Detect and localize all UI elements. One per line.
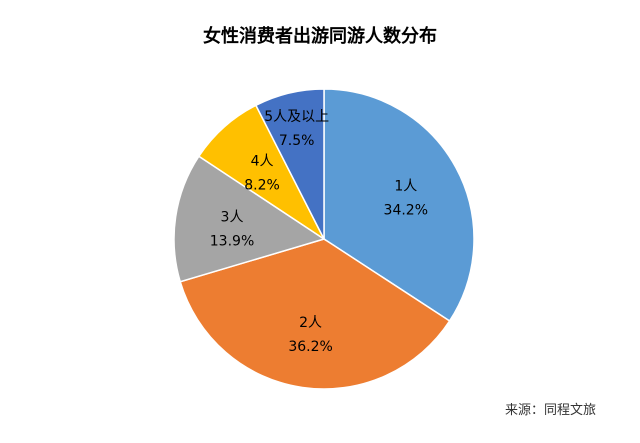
pie-slices [173, 88, 475, 390]
slice-value-label-4: 8.2% [244, 178, 280, 194]
slice-value-label-5: 7.5% [279, 133, 315, 149]
slice-category-label-2: 2人 [299, 315, 322, 331]
slice-category-label-3: 3人 [221, 209, 244, 225]
slice-category-label-5: 5人及以上 [264, 109, 329, 125]
slice-labels: 1人 34.2% 2人 36.2% 3人 13.9% 4人 8.2% 5人及以上 7.5% [210, 109, 428, 355]
slice-value-label-2: 36.2% [288, 339, 332, 355]
slice-value-label-3: 13.9% [210, 233, 254, 249]
slice-value-label-1: 34.2% [384, 203, 428, 219]
pie-slice-5 [254, 88, 325, 240]
pie-slice-3 [173, 155, 326, 283]
slice-category-label-1: 1人 [394, 179, 417, 195]
chart-title: 女性消费者出游同游人数分布 [203, 25, 437, 47]
pie-slice-2 [179, 238, 451, 390]
source-note: 来源：同程文旅 [505, 403, 596, 418]
slice-category-label-4: 4人 [251, 154, 274, 170]
